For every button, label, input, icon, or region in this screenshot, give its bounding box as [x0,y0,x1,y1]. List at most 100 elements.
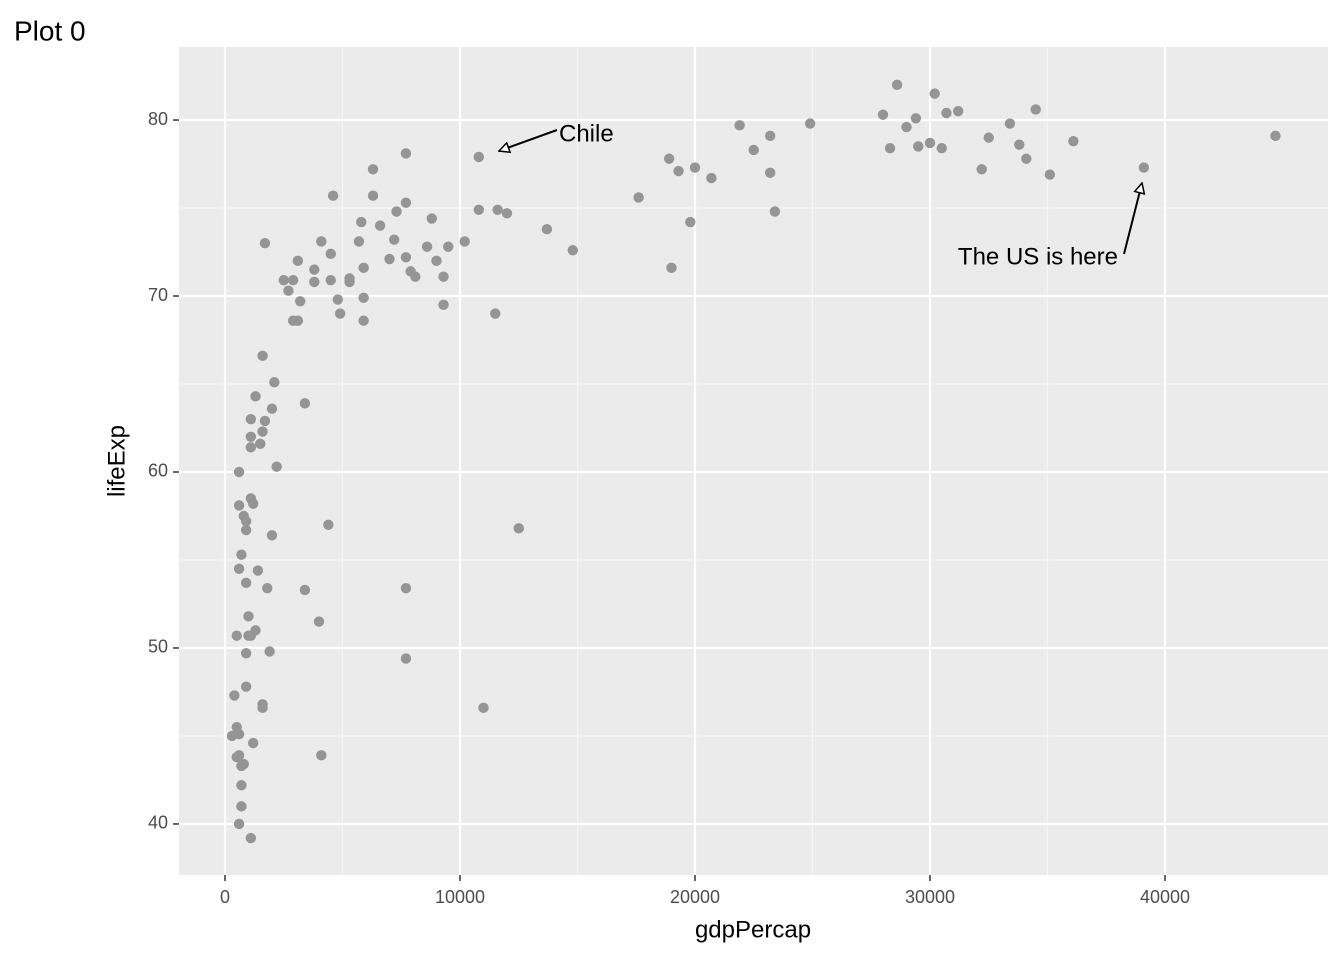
point [901,121,912,133]
point [769,206,781,217]
point [764,167,776,179]
point [233,563,245,574]
point [1021,153,1032,164]
point [400,148,412,159]
point [877,109,889,120]
point [473,151,484,163]
point [929,88,940,99]
point [245,493,257,504]
point [236,801,247,812]
annotation-arrow [1123,183,1142,255]
grid [179,47,1328,875]
point [316,750,327,761]
x-tick-label: 40000 [1140,887,1190,907]
point [292,255,304,267]
point [400,252,412,263]
panel-background [179,47,1328,875]
point [257,350,268,362]
point [313,616,325,627]
point [734,120,745,131]
point [443,241,454,252]
point [663,153,675,164]
point [325,274,336,286]
point [1068,135,1079,147]
x-tick-label: 30000 [905,887,955,907]
point [344,273,355,284]
point [1004,118,1016,129]
point [459,236,470,247]
y-tick-label: 40 [148,813,168,833]
point [287,274,299,286]
point [356,216,367,228]
point [243,611,254,622]
point [438,299,449,311]
point [252,565,264,576]
point [247,737,259,749]
point [325,248,336,259]
y-axis-title: lifeExp [103,425,130,497]
point [976,164,987,175]
point [231,721,242,733]
point [327,190,339,201]
point [358,262,369,274]
point [367,164,379,175]
minor-grid [179,47,1328,875]
point [400,582,412,594]
point [240,648,252,659]
point [231,751,242,763]
annotation-arrow [499,129,558,151]
point [243,630,254,641]
point [245,832,257,844]
point [269,377,280,388]
point [1044,169,1056,180]
point [1270,130,1281,142]
point [764,130,776,142]
point [278,274,289,286]
point [706,172,717,184]
point [255,438,266,450]
point [299,584,311,596]
point [309,276,320,288]
point [287,315,299,326]
point [884,142,896,154]
point [323,519,334,530]
point [541,223,553,235]
point [473,204,484,215]
point [332,294,343,305]
y-tick-label: 80 [148,109,168,129]
point [245,431,257,443]
point [426,213,437,224]
point [567,245,578,256]
point [391,206,402,217]
x-tick-label: 0 [220,887,230,907]
point [913,141,924,152]
point [983,132,994,143]
point [1030,104,1041,115]
point [238,510,249,522]
annotation: The US is here [958,243,1118,270]
point [513,523,524,534]
point [367,190,379,201]
point [334,308,346,319]
point [236,780,247,791]
chart-title: Plot 0 [14,15,86,46]
y-tick-label: 70 [148,285,168,305]
point [400,653,412,664]
x-tick-label: 10000 [435,887,485,907]
point [262,582,273,594]
point [941,107,952,119]
point [804,118,816,129]
point [438,271,449,282]
point [492,204,503,215]
points [226,79,1281,844]
point [309,264,320,275]
point [240,577,252,589]
point [952,106,964,117]
point [936,142,947,154]
point [233,818,245,830]
point [421,241,433,252]
point [685,216,696,228]
point [299,398,311,409]
